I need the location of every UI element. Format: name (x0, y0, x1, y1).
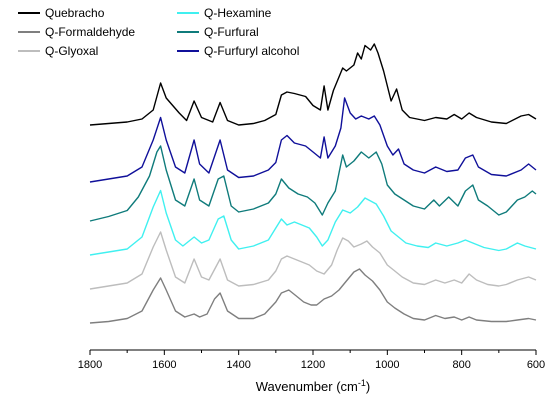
series-line-q-furfuryl-alcohol (89, 97, 537, 183)
x-axis-title-suffix: ) (366, 379, 370, 394)
series-layer (89, 43, 537, 324)
x-axis-title-main: Wavenumber (cm (256, 379, 358, 394)
legend-label-quebracho: Quebracho (45, 6, 105, 20)
series-line-quebracho (89, 43, 537, 126)
series-line-q-hexamine (89, 189, 537, 256)
x-tick-label-800: 800 (452, 359, 470, 371)
legend-label-q-glyoxal: Q-Glyoxal (45, 44, 98, 58)
x-tick-label-1200: 1200 (301, 359, 325, 371)
x-tick-label-1600: 1600 (152, 359, 176, 371)
legend-label-q-formaldehyde: Q-Formaldehyde (45, 25, 135, 39)
legend-label-q-furfuryl-alcohol: Q-Furfuryl alcohol (204, 44, 299, 58)
x-tick-label-1400: 1400 (226, 359, 250, 371)
series-line-q-formaldehyde (89, 268, 537, 324)
legend-label-q-hexamine: Q-Hexamine (204, 6, 272, 20)
x-tick-label-1000: 1000 (375, 359, 399, 371)
legend-label-q-furfural: Q-Furfural (204, 25, 259, 39)
x-axis-title: Wavenumber (cm-1) (256, 378, 370, 394)
legend: Quebracho Q-Formaldehyde Q-Glyoxal Q-Hexami… (18, 6, 299, 58)
series-line-q-furfural (89, 145, 537, 222)
x-tick-label-600: 600 (527, 359, 545, 371)
x-axis: 1800 1600 1400 1200 1000 800 600 (78, 349, 545, 371)
x-tick-label-1800: 1800 (78, 359, 102, 371)
x-axis-title-superscript: -1 (358, 378, 366, 388)
series-line-q-glyoxal (89, 231, 537, 290)
